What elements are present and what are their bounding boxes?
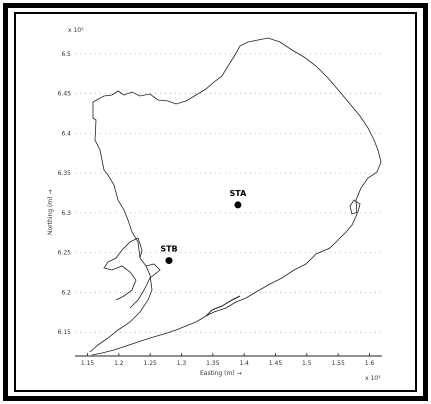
horizontal-grid <box>75 53 382 333</box>
stations-layer: STA STB <box>160 189 247 265</box>
y-tick-label: 6.4 <box>61 130 71 137</box>
y-tick-label: 6.15 <box>58 329 72 336</box>
y-tick-label: 6.5 <box>61 51 71 58</box>
x-tick-marks <box>87 353 370 356</box>
x-exponent-label: x 10⁵ <box>365 375 381 382</box>
x-tick-label: 1.45 <box>269 360 283 367</box>
lake-outline <box>89 37 382 356</box>
y-tick-label: 6.45 <box>58 91 72 98</box>
x-tick-label: 1.35 <box>206 360 220 367</box>
map-panel <box>14 12 417 392</box>
inlet-channel <box>129 263 161 309</box>
x-tick-label: 1.15 <box>81 360 95 367</box>
y-tick-label: 6.35 <box>58 170 72 177</box>
y-exponent-label: x 10⁵ <box>68 27 84 34</box>
x-axis-title: Easting (m) → <box>200 370 242 377</box>
x-tick-labels: 1.15 1.2 1.25 1.3 1.35 1.4 1.45 1.5 1.55 1.6 <box>81 360 375 367</box>
shore-detail <box>205 295 241 317</box>
station-marker-sta <box>234 201 242 209</box>
y-tick-label: 6.3 <box>61 210 71 217</box>
x-tick-label: 1.2 <box>114 360 124 367</box>
x-tick-label: 1.5 <box>302 360 312 367</box>
x-tick-label: 1.3 <box>177 360 187 367</box>
outer-frame <box>3 3 428 401</box>
x-tick-label: 1.25 <box>144 360 158 367</box>
y-tick-label: 6.25 <box>58 250 72 257</box>
bay-detail <box>349 199 361 215</box>
x-tick-label: 1.55 <box>331 360 345 367</box>
x-tick-label: 1.6 <box>365 360 375 367</box>
y-tick-labels: 6.5 6.45 6.4 6.35 6.3 6.25 6.2 6.15 <box>58 51 72 336</box>
station-marker-stb <box>165 257 173 265</box>
y-tick-label: 6.2 <box>61 289 71 296</box>
river-channel <box>103 237 143 301</box>
y-axis-title: Northing (m) → <box>47 190 54 235</box>
station-label-sta: STA <box>229 189 247 198</box>
x-tick-label: 1.4 <box>239 360 249 367</box>
station-label-stb: STB <box>160 245 177 254</box>
